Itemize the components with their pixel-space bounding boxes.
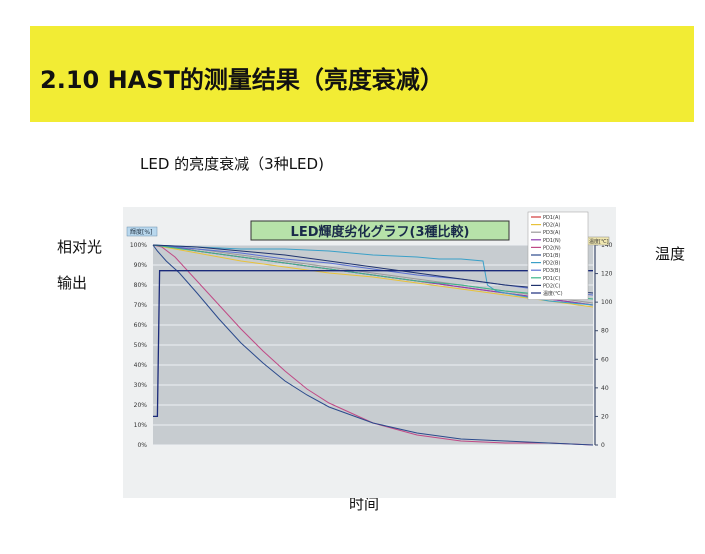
chart-title-box (250, 220, 510, 241)
series-line-7 (152, 244, 594, 296)
legend-label-10: 温度(℃) (543, 290, 563, 297)
legend-label-2: PD3(A) (543, 230, 560, 236)
title-banner: 2.10 HAST的测量结果（亮度衰减） (30, 26, 694, 122)
left-label-line2: 输出 (57, 274, 88, 292)
series-line-10 (153, 270, 593, 418)
legend-label-6: PD2(B) (543, 261, 560, 267)
y2-tick-label-3: 80 (601, 328, 609, 335)
y2-tick-label-2: 100 (601, 299, 613, 306)
y-tick-label-5: 50% (134, 342, 148, 349)
y-tick-label-7: 30% (134, 382, 148, 389)
y2-tick-label-7: 0 (601, 442, 605, 449)
y-tick-label-8: 20% (134, 402, 148, 409)
right-axis-title: 温度[℃] (589, 238, 609, 245)
y2-tick-label-0: 140 (601, 242, 613, 249)
series-line-5 (152, 244, 594, 446)
y2-tick-label-5: 40 (601, 385, 609, 392)
left-axis-title-box (126, 226, 158, 237)
y-tick-label-2: 80% (134, 282, 148, 289)
y2-tick-label-6: 20 (601, 413, 609, 420)
left-label-line1: 相对光 (57, 238, 103, 256)
y-tick-label-1: 90% (134, 262, 148, 269)
legend-label-0: PD1(A) (543, 215, 560, 221)
grid-lines (153, 244, 593, 446)
y-tick-label-3: 70% (134, 302, 148, 309)
series-layer (152, 244, 594, 446)
left-axis-ticks: 100% 90% 80% 70% 60% 50% 40% 30% 20% 10% 0% (130, 242, 147, 449)
bottom-label: 时间 (349, 495, 380, 513)
y-tick-label-0: 100% (130, 242, 147, 249)
y2-tick-label-1: 120 (601, 271, 613, 278)
series-line-4 (152, 244, 594, 446)
legend-label-4: PD2(N) (543, 245, 561, 251)
legend-label-3: PD1(N) (543, 238, 561, 244)
slide-subtitle: LED 的亮度衰减（3种LED) (140, 155, 324, 173)
right-label: 温度 (655, 245, 686, 263)
series-line-8 (152, 244, 594, 300)
slide-title: 2.10 HAST的测量结果（亮度衰减） (40, 66, 444, 94)
y-tick-label-6: 40% (134, 362, 148, 369)
y-tick-label-9: 10% (134, 422, 148, 429)
legend-label-5: PD1(B) (543, 253, 560, 259)
legend-label-1: PD2(A) (543, 223, 560, 229)
brightness-decay-chart: 100% 90% 80% 70% 60% 50% 40% 30% 20% 10% 0% 140 120… (123, 207, 616, 498)
legend-label-7: PD3(B) (543, 268, 560, 274)
right-axis-ticks: 140 120 100 80 60 40 20 0 (594, 242, 613, 449)
y-tick-label-4: 60% (134, 322, 148, 329)
y2-tick-label-4: 60 (601, 356, 609, 363)
y-tick-label-10: 0% (137, 442, 147, 449)
legend-label-9: PD2(C) (543, 283, 560, 289)
legend-label-8: PD1(C) (543, 276, 560, 282)
series-line-9 (152, 244, 594, 294)
series-line-1 (152, 244, 594, 308)
left-axis-title: 輝度[%] (130, 228, 152, 236)
chart-title: LED輝度劣化グラフ(3種比較) (291, 224, 470, 240)
chart-figure: 100% 90% 80% 70% 60% 50% 40% 30% 20% 10% 0% 140 120… (123, 207, 616, 498)
chart-legend: PD1(A) PD2(A)PD3(A) PD1(N)PD2(N) PD1(B) PD2(… (527, 211, 589, 300)
